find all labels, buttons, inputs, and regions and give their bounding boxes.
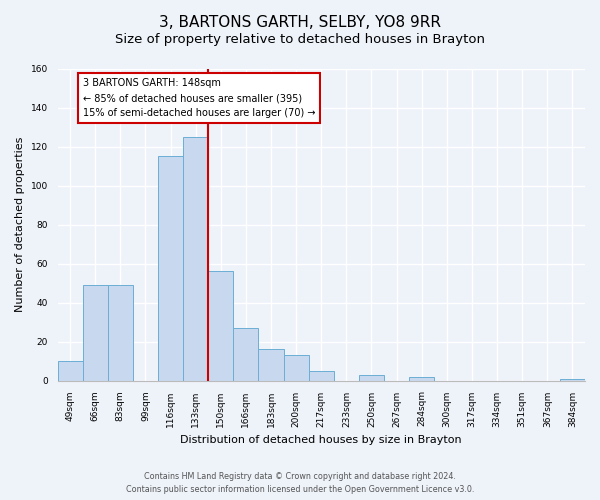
Bar <box>208 272 233 380</box>
Text: 3 BARTONS GARTH: 148sqm
← 85% of detached houses are smaller (395)
15% of semi-d: 3 BARTONS GARTH: 148sqm ← 85% of detache… <box>83 78 315 118</box>
Text: Size of property relative to detached houses in Brayton: Size of property relative to detached ho… <box>115 32 485 46</box>
Bar <box>309 371 334 380</box>
Y-axis label: Number of detached properties: Number of detached properties <box>15 137 25 312</box>
Text: 3, BARTONS GARTH, SELBY, YO8 9RR: 3, BARTONS GARTH, SELBY, YO8 9RR <box>159 15 441 30</box>
Bar <box>58 361 83 380</box>
Bar <box>158 156 183 380</box>
X-axis label: Distribution of detached houses by size in Brayton: Distribution of detached houses by size … <box>181 435 462 445</box>
Bar <box>560 378 585 380</box>
Bar <box>409 376 434 380</box>
Bar <box>108 285 133 380</box>
Text: Contains HM Land Registry data © Crown copyright and database right 2024.
Contai: Contains HM Land Registry data © Crown c… <box>126 472 474 494</box>
Bar <box>259 350 284 380</box>
Bar <box>83 285 108 380</box>
Bar <box>183 137 208 380</box>
Bar <box>233 328 259 380</box>
Bar <box>359 374 384 380</box>
Bar <box>284 355 309 380</box>
